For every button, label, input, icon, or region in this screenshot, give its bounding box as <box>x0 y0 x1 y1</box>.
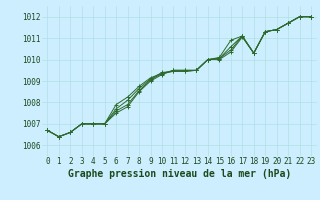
X-axis label: Graphe pression niveau de la mer (hPa): Graphe pression niveau de la mer (hPa) <box>68 169 291 179</box>
